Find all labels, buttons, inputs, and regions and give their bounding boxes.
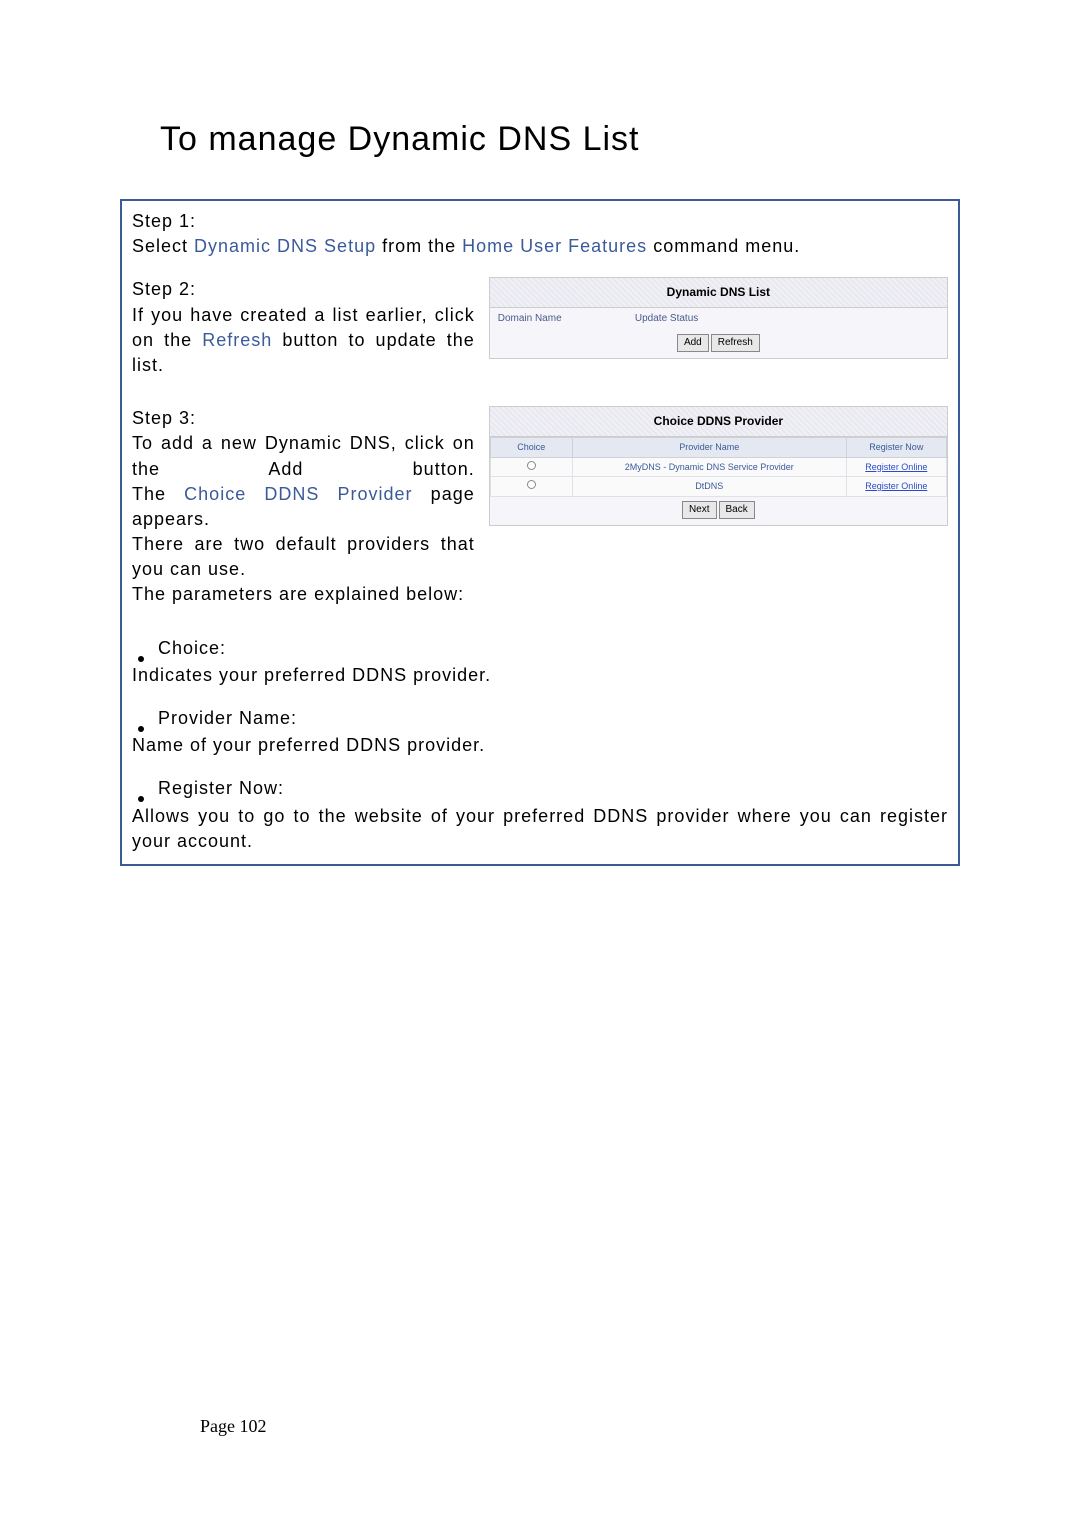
step3-line1: To add a new Dynamic DNS, click on the A… <box>132 431 475 481</box>
provider-panel-title: Choice DDNS Provider <box>490 407 947 437</box>
bullet-provider-name: Provider Name: Name of your preferred DD… <box>132 706 948 758</box>
provider-buttons: NextBack <box>490 497 947 525</box>
step3-text: Step 3: To add a new Dynamic DNS, click … <box>132 406 475 608</box>
content-box: Step 1: Select Dynamic DNS Setup from th… <box>120 199 960 866</box>
col-choice: Choice <box>490 437 572 457</box>
bullet-title-register: Register Now: <box>158 776 284 801</box>
provider-row-2: DtDNS Register Online <box>490 477 946 497</box>
register-link-2[interactable]: Register Online <box>846 477 946 497</box>
step3-line2a: The <box>132 484 184 504</box>
bullet-dot-icon <box>138 796 144 802</box>
bullet-desc-choice: Indicates your preferred DDNS provider. <box>132 663 948 688</box>
bullet-choice: Choice: Indicates your preferred DDNS pr… <box>132 636 948 688</box>
col-domain-name: Domain Name <box>490 308 627 330</box>
provider-panel: Choice DDNS Provider Choice Provider Nam… <box>489 406 948 526</box>
register-link-1[interactable]: Register Online <box>846 457 946 477</box>
dns-list-table: Domain Name Update Status <box>490 308 947 330</box>
step3-row: Step 3: To add a new Dynamic DNS, click … <box>132 406 948 608</box>
provider-name-1: 2MyDNS - Dynamic DNS Service Provider <box>572 457 846 477</box>
col-provider-name: Provider Name <box>572 437 846 457</box>
back-button[interactable]: Back <box>719 501 755 519</box>
col-update-status: Update Status <box>627 308 947 330</box>
step2-label: Step 2: <box>132 279 196 299</box>
choice-radio-1[interactable] <box>527 461 536 470</box>
bullet-dot-icon <box>138 726 144 732</box>
page-number: Page 102 <box>200 1416 267 1437</box>
bullet-register-now: Register Now: Allows you to go to the we… <box>132 776 948 854</box>
bullet-title-choice: Choice: <box>158 636 226 661</box>
page-title: To manage Dynamic DNS List <box>160 120 960 159</box>
home-user-features-link[interactable]: Home User Features <box>462 236 647 256</box>
provider-name-2: DtDNS <box>572 477 846 497</box>
step1-block: Step 1: Select Dynamic DNS Setup from th… <box>132 209 948 259</box>
bullet-list: Choice: Indicates your preferred DDNS pr… <box>132 636 948 854</box>
dns-list-panel: Dynamic DNS List Domain Name Update Stat… <box>489 277 948 359</box>
add-button[interactable]: Add <box>677 334 709 352</box>
step3-line3: There are two default providers that you… <box>132 534 475 579</box>
step1-pre: Select <box>132 236 194 256</box>
provider-row-1: 2MyDNS - Dynamic DNS Service Provider Re… <box>490 457 946 477</box>
next-button[interactable]: Next <box>682 501 717 519</box>
step1-label: Step 1: <box>132 211 196 231</box>
col-register-now: Register Now <box>846 437 946 457</box>
step2-text: Step 2: If you have created a list earli… <box>132 277 475 378</box>
dns-list-buttons: AddRefresh <box>490 330 947 358</box>
refresh-text-link[interactable]: Refresh <box>202 330 272 350</box>
bullet-desc-register: Allows you to go to the website of your … <box>132 804 948 854</box>
step3-label: Step 3: <box>132 408 196 428</box>
dynamic-dns-setup-link[interactable]: Dynamic DNS Setup <box>194 236 376 256</box>
provider-table: Choice Provider Name Register Now 2MyDNS… <box>490 437 947 497</box>
bullet-desc-provider: Name of your preferred DDNS provider. <box>132 733 948 758</box>
bullet-dot-icon <box>138 656 144 662</box>
step1-post: command menu. <box>647 236 800 256</box>
choice-radio-2[interactable] <box>527 480 536 489</box>
step3-line4: The parameters are explained below: <box>132 584 464 604</box>
refresh-button[interactable]: Refresh <box>711 334 760 352</box>
step2-row: Step 2: If you have created a list earli… <box>132 277 948 378</box>
choice-ddns-provider-link[interactable]: Choice DDNS Provider <box>184 484 412 504</box>
dns-list-title: Dynamic DNS List <box>490 278 947 308</box>
bullet-title-provider: Provider Name: <box>158 706 297 731</box>
step1-mid: from the <box>376 236 462 256</box>
